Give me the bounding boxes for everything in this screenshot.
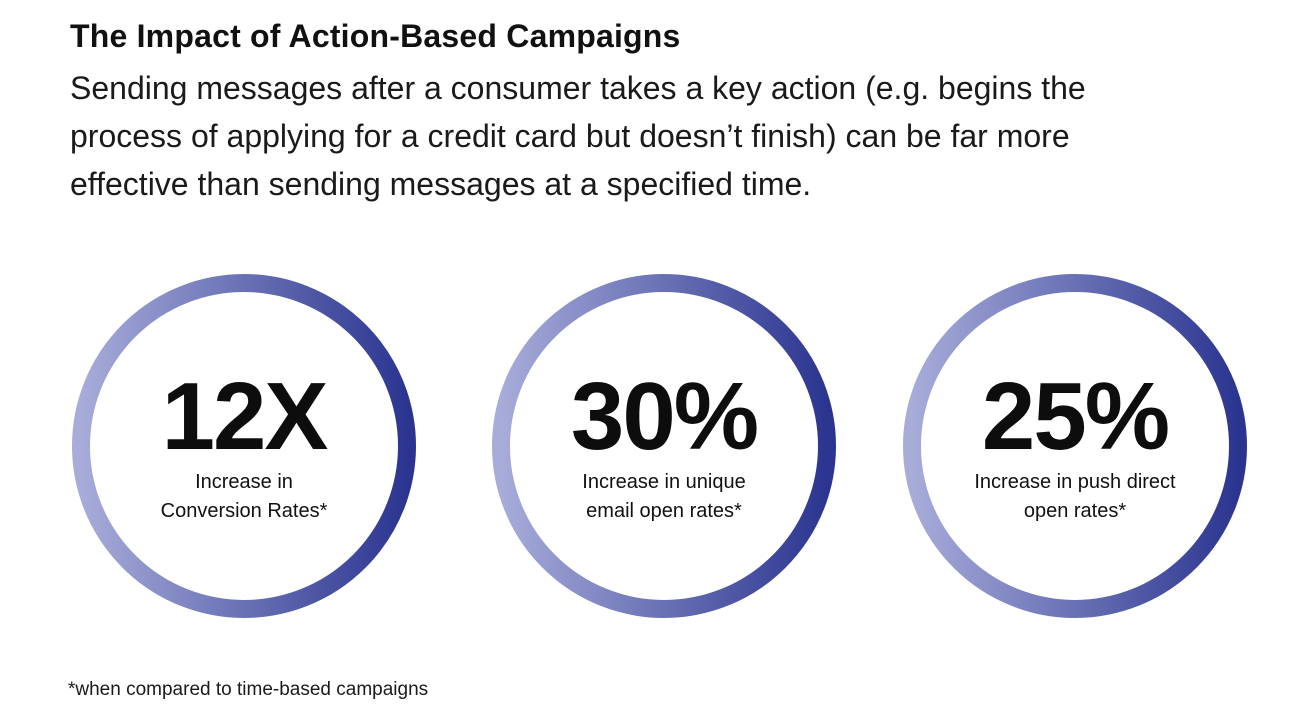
stat-label-line: Conversion Rates* — [160, 500, 328, 522]
footnote: *when compared to time-based campaigns — [68, 679, 429, 700]
stat-label-line: Increase in — [195, 471, 293, 493]
page-title: The Impact of Action-Based Campaigns — [70, 18, 681, 54]
stat-label-line: Increase in push direct — [974, 471, 1176, 493]
stat-ring — [903, 274, 1247, 618]
stat-value: 30% — [570, 363, 759, 470]
page-subtitle: Sending messages after a consumer takes … — [70, 70, 1086, 202]
stat-circle-email-open: 30% Increase in unique email open rates* — [489, 271, 839, 621]
stat-label-line: Increase in unique — [582, 471, 746, 493]
stat-value: 25% — [981, 363, 1170, 470]
stat-label: Increase in push direct open rates* — [945, 468, 1205, 526]
stat-label-line: email open rates* — [586, 500, 742, 522]
stat-label: Increase in unique email open rates* — [534, 468, 794, 526]
stat-value: 12X — [161, 363, 329, 470]
stat-circle-conversion: 12X Increase in Conversion Rates* — [69, 271, 419, 621]
stat-circle-push-open: 25% Increase in push direct open rates* — [900, 271, 1250, 621]
stat-label: Increase in Conversion Rates* — [114, 468, 374, 526]
stat-ring — [72, 274, 416, 618]
stat-ring — [492, 274, 836, 618]
stat-label-line: open rates* — [1023, 500, 1127, 522]
